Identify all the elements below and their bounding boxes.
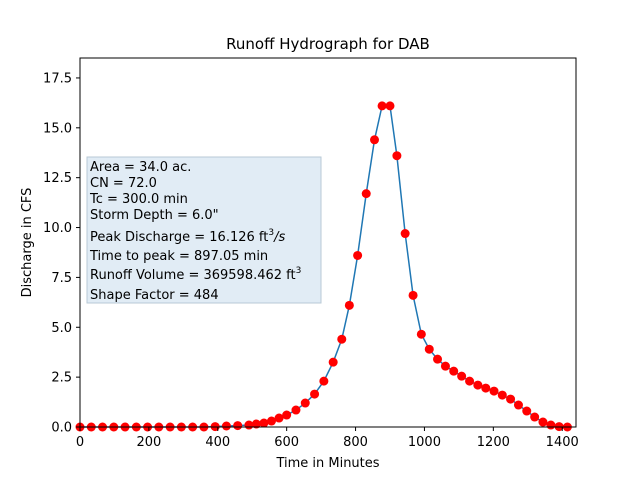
y-tick-label: 0.0	[51, 421, 72, 436]
data-point	[392, 151, 402, 161]
data-point	[497, 390, 507, 400]
data-point	[400, 229, 410, 239]
data-point	[538, 417, 548, 427]
annotation-cn: CN = 72.0	[90, 176, 157, 191]
data-point	[465, 376, 475, 386]
data-point	[291, 405, 301, 415]
x-tick-label: 600	[274, 435, 299, 450]
data-point	[416, 329, 426, 339]
x-tick-label: 1000	[408, 435, 441, 450]
data-point	[259, 418, 269, 428]
y-axis-label: Discharge in CFS	[20, 188, 35, 298]
data-point	[310, 389, 320, 399]
data-point	[546, 420, 556, 430]
x-tick-label: 200	[136, 435, 161, 450]
data-point	[433, 354, 443, 364]
peak-discharge-unit: /s	[273, 230, 285, 245]
data-point	[361, 189, 371, 199]
data-point	[424, 344, 434, 354]
data-point	[513, 400, 523, 410]
peak-discharge-text: Peak Discharge = 16.126 ft	[90, 230, 268, 245]
data-point	[221, 421, 231, 431]
chart-title: Runoff Hydrograph for DAB	[226, 35, 430, 53]
data-point	[353, 250, 363, 260]
y-tick-label: 7.5	[51, 271, 72, 286]
annotation-box	[86, 156, 322, 304]
y-tick-label: 5.0	[51, 321, 72, 336]
data-point	[473, 380, 483, 390]
x-tick-label: 800	[343, 435, 368, 450]
annotation-runoff-volume: Runoff Volume = 369598.462 ft3	[90, 266, 301, 283]
data-point	[267, 416, 277, 426]
y-tick-label: 17.5	[43, 71, 72, 86]
data-point	[449, 366, 459, 376]
data-point	[300, 398, 310, 408]
summary-annotation: Area = 34.0 ac. CN = 72.0 Tc = 300.0 min…	[86, 156, 322, 304]
x-axis-ticks: 0 200 400 600 800 1000 1200 1400	[76, 427, 579, 450]
data-point	[457, 371, 467, 381]
y-axis-ticks: 0.0 2.5 5.0 7.5 10.0 12.5 15.0 17.5	[43, 71, 80, 436]
data-point	[319, 376, 329, 386]
data-point	[408, 290, 418, 300]
data-point	[440, 361, 450, 371]
x-tick-label: 1200	[477, 435, 510, 450]
data-point	[385, 101, 395, 111]
y-tick-label: 15.0	[43, 121, 72, 136]
data-point	[328, 357, 338, 367]
data-point	[377, 101, 387, 111]
x-tick-label: 400	[205, 435, 230, 450]
data-point	[274, 413, 284, 423]
data-point	[282, 410, 292, 420]
data-point	[233, 421, 243, 431]
data-point	[370, 135, 379, 145]
data-point	[506, 394, 516, 404]
annotation-storm-depth: Storm Depth = 6.0"	[90, 208, 219, 223]
annotation-time-to-peak: Time to peak = 897.05 min	[89, 249, 268, 264]
annotation-area: Area = 34.0 ac.	[90, 160, 191, 175]
peak-discharge-sup: 3	[268, 228, 274, 238]
data-point	[530, 412, 540, 422]
data-point	[522, 406, 532, 416]
annotation-shape-factor: Shape Factor = 484	[90, 288, 219, 303]
runoff-volume-sup: 3	[296, 266, 302, 276]
annotation-tc: Tc = 300.0 min	[89, 192, 188, 207]
y-tick-label: 12.5	[43, 171, 72, 186]
x-axis-label: Time in Minutes	[275, 456, 379, 471]
x-tick-label: 0	[76, 435, 84, 450]
y-tick-label: 10.0	[43, 221, 72, 236]
data-point	[344, 300, 354, 310]
runoff-volume-text: Runoff Volume = 369598.462 ft	[90, 268, 296, 283]
annotation-peak-discharge: Peak Discharge = 16.126 ft3/s	[90, 228, 285, 245]
plot-frame	[79, 57, 577, 428]
data-point	[337, 334, 347, 344]
data-point	[481, 383, 491, 393]
data-point	[489, 386, 499, 396]
y-tick-label: 2.5	[51, 371, 72, 386]
x-tick-label: 1400	[546, 435, 579, 450]
data-point	[251, 419, 261, 429]
